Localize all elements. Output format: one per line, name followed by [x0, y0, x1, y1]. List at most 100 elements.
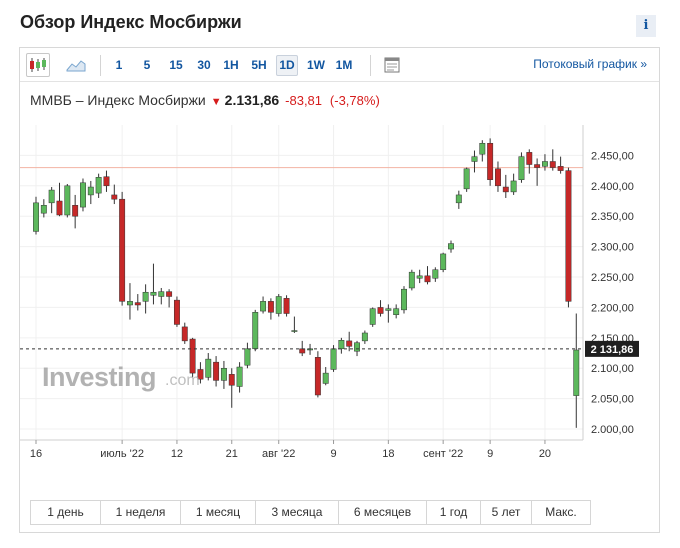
y-tick-label: 2.100,00 [591, 363, 634, 375]
candle-body [48, 189, 55, 204]
candle-body [338, 340, 345, 350]
candle-body [205, 358, 212, 378]
candle-body [87, 186, 94, 196]
candle-body [150, 291, 157, 296]
candle-body [197, 369, 204, 380]
candle-body [408, 271, 415, 289]
timeframe-15[interactable]: 15 [169, 58, 183, 72]
y-tick-label: 2.450,00 [591, 150, 634, 162]
candle-body [228, 374, 235, 386]
candle-body [354, 342, 360, 352]
candle-body [565, 170, 572, 302]
x-tick-label: 21 [226, 448, 238, 460]
timeframe-1m[interactable]: 1M [335, 58, 353, 72]
investing-watermark: Investing [42, 362, 157, 392]
candle-body [267, 301, 274, 313]
timeframe-30[interactable]: 30 [197, 58, 211, 72]
timeframe-5[interactable]: 5 [143, 58, 151, 72]
candle-body [166, 291, 173, 297]
y-tick-label: 2.400,00 [591, 181, 634, 193]
y-tick-label: 2.350,00 [591, 211, 634, 223]
area-chart-icon[interactable] [64, 53, 88, 77]
y-tick-label: 2.200,00 [591, 302, 634, 314]
period-1w[interactable]: 1 неделя [101, 501, 181, 524]
candle-body [526, 152, 533, 165]
info-button[interactable]: i [636, 15, 656, 37]
candle-body [103, 176, 110, 187]
period-max[interactable]: Макс. [545, 505, 577, 519]
streaming-chart-link[interactable]: Потоковый график » [533, 57, 647, 71]
chart-widget [19, 47, 660, 533]
price-change-percent: (-3,78%) [329, 93, 380, 108]
timeframe-1w[interactable]: 1W [307, 58, 325, 72]
x-tick-label: 18 [382, 448, 394, 460]
period-3m[interactable]: 3 месяца [256, 501, 339, 524]
candle-body [346, 340, 353, 347]
period-selector: 1 день 1 неделя 1 месяц 3 месяца 6 месяц… [30, 500, 591, 525]
candle-body [283, 298, 290, 314]
period-6m[interactable]: 6 месяцев [339, 501, 427, 524]
candle-body [455, 194, 462, 204]
candle-body [275, 296, 282, 314]
last-price-label-box [585, 340, 639, 357]
quote-header: ММВБ – Индекс Мосбиржи ▼ 2.131,86 -83,81 (-… [30, 92, 380, 108]
period-1m[interactable]: 1 месяц [181, 501, 256, 524]
candle-body [479, 142, 486, 155]
candle-body [314, 357, 321, 396]
y-tick-label: 2.050,00 [591, 394, 634, 406]
candle-body [502, 186, 509, 193]
page-title: Обзор Индекс Мосбиржи [20, 12, 242, 32]
candle-body [181, 326, 188, 342]
candle-body [448, 243, 454, 250]
timeframe-1[interactable]: 1 [115, 58, 123, 72]
candle-body [330, 348, 337, 370]
candle-body [393, 308, 400, 315]
candlestick-chart[interactable]: 2.000,002.050,002.100,002.150,002.200,00… [20, 125, 640, 470]
timeframe-1h[interactable]: 1H [223, 58, 239, 72]
candle-body [252, 312, 259, 350]
last-price-label: 2 131,86 [591, 344, 634, 356]
x-tick-label: 16 [30, 448, 42, 460]
candle-body [377, 307, 384, 314]
price-change: -83,81 [285, 93, 323, 108]
candle-body [33, 202, 39, 232]
x-tick-label: 9 [330, 448, 336, 460]
candle-body [361, 332, 368, 342]
candlestick-chart-icon[interactable] [26, 53, 50, 77]
candle-body [72, 205, 79, 217]
candle-body [64, 185, 71, 216]
candle-body [213, 361, 220, 381]
candle-body [510, 180, 517, 193]
timeframe-1d[interactable]: 1D [276, 55, 298, 76]
candle-body [236, 366, 243, 387]
candle-body [322, 372, 329, 384]
period-5y[interactable]: 5 лет [481, 501, 532, 524]
candle-body [119, 198, 126, 302]
timeframe-5h[interactable]: 5H [251, 58, 267, 72]
last-price: 2.131,86 [224, 92, 280, 108]
x-tick-label: 12 [171, 448, 183, 460]
investing-watermark-suffix: .com [165, 372, 200, 389]
candle-body [432, 269, 439, 279]
candle-body [424, 275, 431, 283]
candle-body [471, 156, 478, 162]
y-tick-label: 2.000,00 [591, 424, 634, 436]
period-1d[interactable]: 1 день [31, 501, 101, 524]
chart-toolbar: 1 5 15 30 1H 5H 1D 1W 1M Потоковый графи… [20, 48, 659, 82]
candle-body [299, 348, 306, 354]
candle-body [542, 161, 548, 167]
instrument-name: ММВБ – Индекс Мосбиржи [30, 92, 206, 108]
candle-body [495, 168, 501, 187]
x-tick-label: 9 [487, 448, 493, 460]
candle-body [463, 168, 470, 190]
y-tick-label: 2.250,00 [591, 272, 634, 284]
candle-body [56, 200, 63, 216]
candle-body [189, 338, 196, 374]
chart-settings-icon[interactable] [380, 53, 404, 77]
candle-body [260, 301, 267, 312]
candle-body [134, 302, 141, 306]
x-tick-label: июль '22 [100, 448, 144, 460]
candle-body [369, 308, 376, 325]
candle-body [173, 299, 180, 325]
period-1y[interactable]: 1 год [427, 501, 481, 524]
